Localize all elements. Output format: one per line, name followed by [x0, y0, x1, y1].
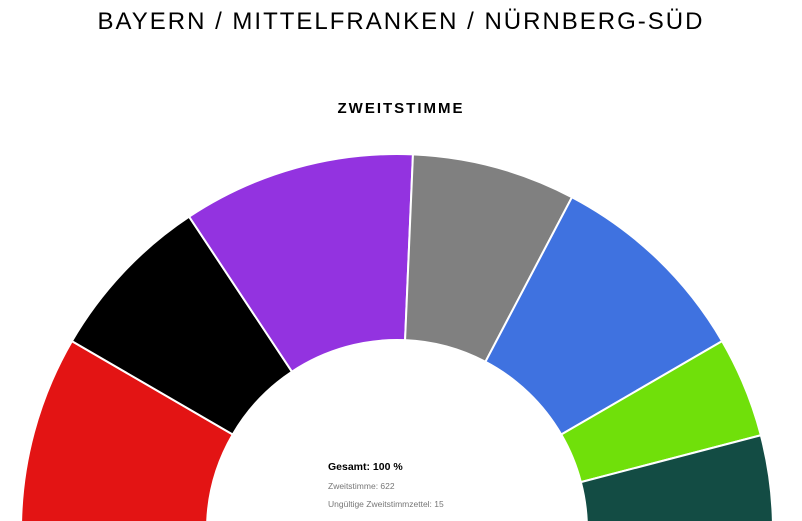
total-percent: Gesamt: 100 % — [328, 461, 403, 473]
chart-title: ZWEITSTIMME — [337, 100, 465, 117]
invalid-votes-count: Ungültige Zweitstimmzettel: 15 — [328, 499, 444, 509]
votes-count: Zweitstimme: 622 — [328, 481, 395, 491]
center-info: Gesamt: 100 % Zweitstimme: 622 Ungültige… — [328, 461, 444, 510]
page-title: BAYERN / MITTELFRANKEN / NÜRNBERG-SÜD — [97, 8, 705, 35]
chart-segment-7[interactable] — [579, 434, 774, 521]
